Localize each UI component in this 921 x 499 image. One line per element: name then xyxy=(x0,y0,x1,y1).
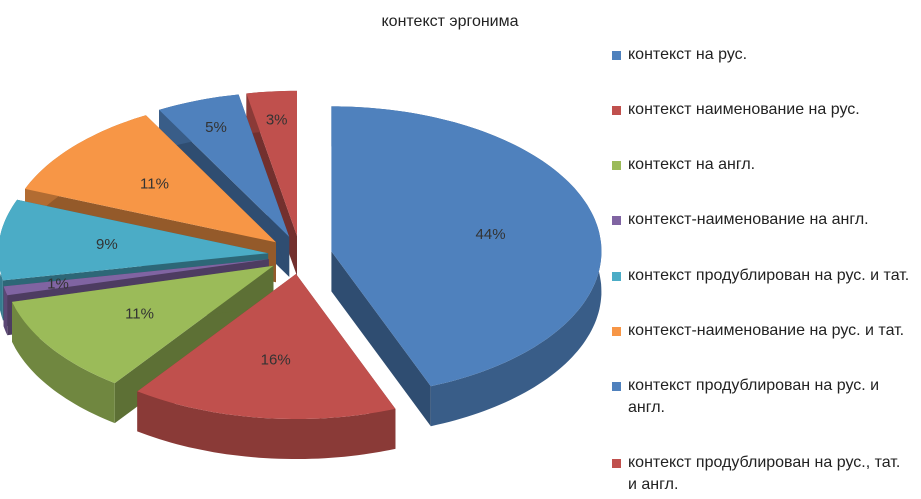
chart-title: контекст эргонима xyxy=(381,13,518,30)
slice xyxy=(159,94,290,237)
legend-label: контекст на англ. xyxy=(628,156,756,174)
legend-swatch xyxy=(612,106,621,116)
legend-swatch xyxy=(612,271,621,281)
legend-swatch xyxy=(612,161,621,171)
data-label: 44% xyxy=(476,226,506,243)
legend-swatch xyxy=(612,216,621,226)
legend-label: контекст наименование на рус. xyxy=(628,101,860,119)
legend-item: контекст-наименование на англ. xyxy=(612,209,912,231)
slice xyxy=(137,274,396,419)
slice xyxy=(246,90,297,236)
legend: контекст на рус. контекст наименование на… xyxy=(612,44,912,496)
legend-label: контекст продублирован на рус. и тат. xyxy=(628,266,910,284)
slice xyxy=(0,199,269,281)
data-label: 16% xyxy=(261,351,291,368)
slice xyxy=(331,106,602,387)
legend-item: контекст продублирован на рус. и тат. xyxy=(612,265,912,287)
slice-group xyxy=(331,106,602,427)
slice xyxy=(25,115,276,243)
legend-swatch xyxy=(612,458,621,468)
legend-item: контекст на рус. xyxy=(612,44,912,66)
legend-label: контекст продублирован на рус. и англ. xyxy=(628,376,880,416)
slice-wall xyxy=(12,301,115,424)
legend-label: контекст продублирован на рус., тат. и а… xyxy=(628,453,901,493)
data-label: 5% xyxy=(205,119,227,136)
slice xyxy=(12,265,274,384)
legend-item: контекст-наименование на рус. и тат. xyxy=(612,320,912,342)
legend-item: контекст продублирован на рус., тат. и а… xyxy=(612,452,912,496)
slice-side xyxy=(331,251,431,427)
slice-wall xyxy=(137,391,396,459)
data-label: 11% xyxy=(140,176,169,193)
legend-item: контекст наименование на рус. xyxy=(612,99,912,121)
slice xyxy=(3,259,269,296)
data-label: 9% xyxy=(96,236,118,253)
data-label: 1% xyxy=(47,275,69,292)
legend-swatch xyxy=(612,51,621,60)
legend-label: контекст-наименование на рус. и тат. xyxy=(628,321,905,339)
legend-swatch xyxy=(612,381,621,391)
legend-label: контекст-наименование на англ. xyxy=(628,211,869,229)
data-label: 3% xyxy=(266,111,288,128)
legend-swatch xyxy=(612,326,621,336)
slice-wall xyxy=(3,286,8,336)
legend-item: контекст на англ. xyxy=(612,154,912,176)
legend-label: контекст на рус. xyxy=(628,46,748,63)
legend-item: контекст продублирован на рус. и англ. xyxy=(612,375,912,419)
slice-group xyxy=(137,274,396,459)
data-label: 11% xyxy=(125,306,154,323)
